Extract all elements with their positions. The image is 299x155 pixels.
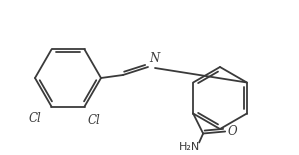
Text: N: N [149, 52, 159, 65]
Text: Cl: Cl [88, 114, 100, 127]
Text: Cl: Cl [29, 112, 42, 125]
Text: H₂N: H₂N [179, 142, 200, 153]
Text: O: O [227, 125, 237, 138]
